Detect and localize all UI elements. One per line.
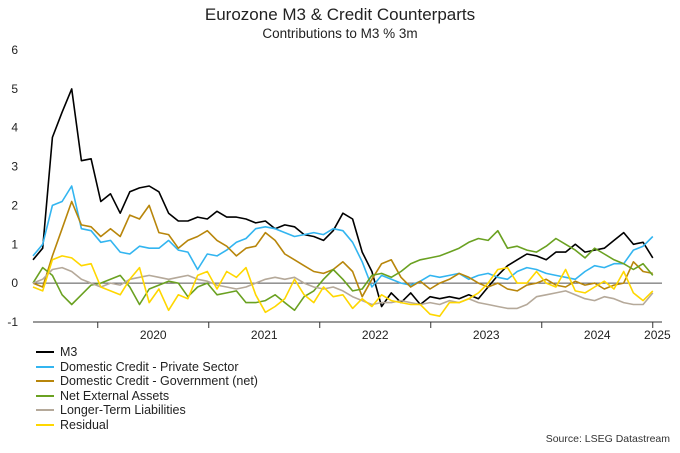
- legend-swatch: [36, 423, 54, 426]
- legend-label: Residual: [60, 417, 109, 432]
- legend-item-net-external-assets: Net External Assets: [36, 389, 258, 404]
- legend-label: M3: [60, 345, 78, 360]
- y-tick-label: -1: [7, 315, 18, 329]
- legend-item-private-credit: Domestic Credit - Private Sector: [36, 360, 258, 375]
- series-line-domestic-credit-government-net: [32, 200, 653, 298]
- y-tick-label: 1: [11, 237, 18, 251]
- legend-swatch: [36, 394, 54, 397]
- chart-title: Eurozone M3 & Credit Counterparts: [204, 5, 476, 24]
- legend-label: Longer-Term Liabilities: [60, 403, 186, 418]
- x-tick-label: 2023: [473, 328, 500, 342]
- x-tick-label: 2021: [251, 328, 278, 342]
- legend-item-residual: Residual: [36, 418, 258, 433]
- legend-label: Domestic Credit - Private Sector: [60, 359, 239, 374]
- x-tick-label: 2024: [584, 328, 611, 342]
- legend-label: Domestic Credit - Government (net): [60, 374, 258, 389]
- y-tick-label: 0: [11, 276, 18, 290]
- legend-swatch: [36, 380, 54, 383]
- y-tick-label: 6: [11, 43, 18, 57]
- legend-swatch: [36, 351, 54, 354]
- source-note: Source: LSEG Datastream: [545, 433, 670, 445]
- line-chart: -1 0 1 2 3 4 5 6 2020 2021 2022 2023 2024 2025: [7, 43, 671, 342]
- legend-item-m3: M3: [36, 345, 258, 360]
- legend-swatch: [36, 409, 54, 412]
- legend-swatch: [36, 365, 54, 368]
- legend-item-longer-term-liabilities: Longer-Term Liabilities: [36, 403, 258, 418]
- legend: M3 Domestic Credit - Private Sector Dome…: [36, 345, 258, 432]
- y-tick-label: 5: [11, 82, 18, 96]
- y-tick-label: 2: [11, 198, 18, 212]
- y-tick-label: 3: [11, 160, 18, 174]
- legend-item-government-credit: Domestic Credit - Government (net): [36, 374, 258, 389]
- x-tick-label: 2020: [140, 328, 167, 342]
- chart-subtitle: Contributions to M3 % 3m: [262, 26, 418, 41]
- legend-label: Net External Assets: [60, 388, 170, 403]
- y-tick-label: 4: [11, 121, 18, 135]
- series-line-domestic-credit-private-sector: [32, 185, 654, 288]
- series-line-longer-term-liabilities: [32, 266, 654, 310]
- series-line-residual: [32, 255, 654, 318]
- series-line-m3: [32, 88, 654, 308]
- series-line-net-external-assets: [32, 229, 654, 312]
- x-tick-label: 2022: [362, 328, 389, 342]
- x-tick-label: 2025: [644, 328, 671, 342]
